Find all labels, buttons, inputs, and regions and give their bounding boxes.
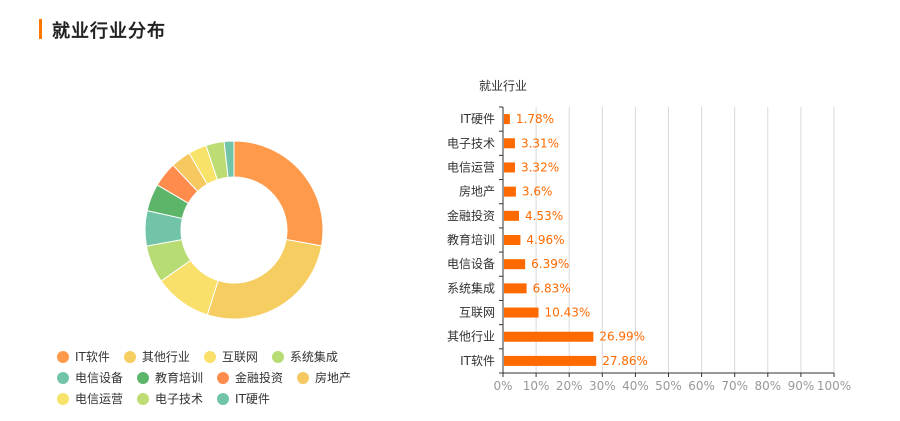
category-label: 电信运营	[447, 160, 495, 174]
legend-label: 教育培训	[155, 371, 204, 385]
bar-data-label: 27.86%	[602, 354, 648, 368]
category-label: 其他行业	[447, 330, 495, 344]
bar[interactable]	[504, 307, 539, 318]
legend-swatch	[297, 371, 310, 384]
legend-item[interactable]: 金融投资	[217, 367, 283, 388]
category-label: 互联网	[459, 306, 495, 320]
legend-label: 电子技术	[155, 392, 204, 406]
bar-data-label: 4.96%	[526, 233, 564, 247]
bar[interactable]	[504, 210, 519, 221]
legend-item[interactable]: IT软件	[57, 346, 110, 367]
page-title: 就业行业分布	[52, 21, 166, 42]
bar-data-label: 4.53%	[525, 209, 563, 223]
category-label: 教育培训	[447, 232, 495, 247]
legend-label: 房地产	[315, 371, 352, 385]
x-tick-label: 90%	[788, 379, 815, 393]
legend-swatch	[137, 371, 150, 384]
bar[interactable]	[504, 331, 594, 342]
bar[interactable]	[504, 114, 510, 125]
bar[interactable]	[504, 235, 521, 245]
x-tick-label: 50%	[655, 379, 682, 393]
x-tick-label: 80%	[754, 379, 781, 393]
bar-data-label: 3.31%	[521, 136, 559, 150]
legend-item[interactable]: IT硬件	[217, 388, 270, 409]
bar[interactable]	[504, 355, 597, 366]
x-tick-label: 20%	[556, 379, 583, 393]
category-label: IT硬件	[460, 112, 495, 126]
legend-swatch	[217, 392, 230, 405]
legend-item[interactable]: 电信设备	[57, 367, 123, 388]
x-tick-label: 40%	[622, 379, 649, 393]
bar[interactable]	[504, 138, 515, 149]
x-tick-label: 60%	[688, 379, 715, 393]
legend-label: IT软件	[75, 350, 110, 364]
legend-label: 金融投资	[235, 371, 284, 385]
bar[interactable]	[504, 283, 527, 294]
legend-label: 互联网	[221, 350, 258, 364]
legend-label: IT硬件	[235, 392, 270, 406]
legend-item[interactable]: 电信运营	[57, 388, 123, 409]
title-accent-bar	[39, 19, 42, 39]
x-tick-label: 100%	[817, 379, 851, 393]
legend-swatch	[123, 350, 136, 363]
category-label: 电子技术	[447, 136, 495, 150]
donut-slice-11[interactable]	[223, 140, 235, 178]
legend-swatch	[57, 392, 69, 405]
legend-swatch	[271, 350, 284, 363]
legend-swatch	[137, 392, 150, 405]
x-tick-label: 0%	[493, 379, 512, 393]
category-label: IT软件	[460, 354, 495, 368]
bar[interactable]	[504, 162, 515, 173]
donut-legend: IT软件 其他行业 互联网 系统集成电信设备 教育培训 金融投资 房地产电信运营 电子技术 IT…	[57, 346, 417, 409]
donut-slice-2[interactable]	[206, 238, 323, 320]
bar-data-label: 3.6%	[522, 185, 553, 199]
legend-label: 其他行业	[141, 350, 190, 364]
bar[interactable]	[504, 259, 526, 270]
legend-item[interactable]: 其他行业	[123, 346, 190, 367]
legend-label: 电信设备	[75, 371, 124, 385]
category-label: 房地产	[459, 184, 495, 199]
bar[interactable]	[504, 186, 516, 197]
legend-item[interactable]: 互联网	[203, 346, 258, 367]
category-label: 电信设备	[447, 257, 495, 271]
legend-label: 电信运营	[75, 392, 124, 406]
legend-swatch	[217, 371, 230, 384]
bar-data-label: 1.78%	[516, 112, 554, 126]
legend-item[interactable]: 电子技术	[137, 388, 203, 409]
x-tick-label: 10%	[523, 379, 550, 393]
bar-data-label: 10.43%	[545, 306, 591, 320]
legend-item[interactable]: 教育培训	[137, 367, 203, 388]
bar-chart-title: 就业行业	[479, 79, 527, 93]
legend-swatch	[203, 350, 216, 363]
category-label: 系统集成	[447, 280, 495, 295]
x-tick-label: 30%	[589, 379, 616, 393]
legend-item[interactable]: 房地产	[297, 367, 351, 388]
bar-data-label: 6.83%	[533, 281, 571, 295]
x-tick-label: 70%	[721, 379, 748, 393]
legend-label: 系统集成	[289, 350, 338, 364]
bar-data-label: 3.32%	[521, 160, 559, 174]
bar-data-label: 6.39%	[531, 257, 569, 271]
bar-data-label: 26.99%	[599, 330, 645, 344]
legend-swatch	[57, 371, 69, 384]
legend-swatch	[57, 350, 69, 363]
legend-item[interactable]: 系统集成	[271, 346, 338, 367]
category-label: 金融投资	[447, 208, 495, 223]
